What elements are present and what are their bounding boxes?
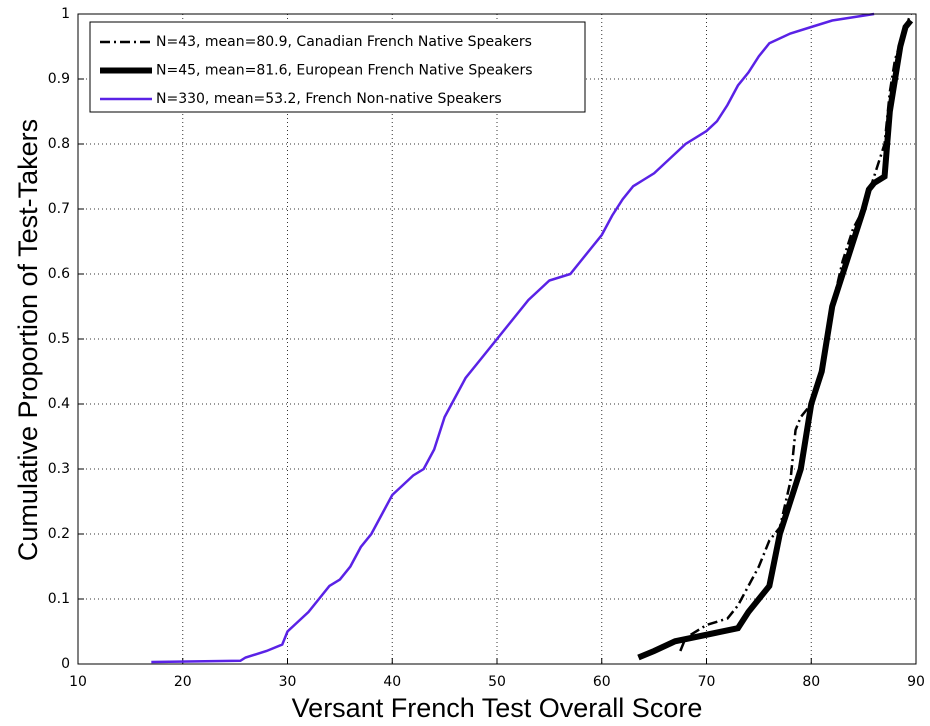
x-tick-label: 30: [279, 674, 297, 690]
y-tick-label: 0.1: [48, 591, 70, 607]
y-tick-label: 0: [61, 656, 70, 672]
x-tick-label: 60: [593, 674, 611, 690]
x-axis-label: Versant French Test Overall Score: [292, 693, 703, 723]
x-tick-label: 90: [907, 674, 925, 690]
y-tick-label: 0.9: [48, 71, 70, 87]
y-tick-label: 0.3: [48, 461, 70, 477]
y-tick-label: 0.7: [48, 201, 70, 217]
legend-label: N=45, mean=81.6, European French Native …: [156, 63, 533, 79]
y-tick-label: 0.8: [48, 136, 70, 152]
legend-label: N=43, mean=80.9, Canadian French Native …: [156, 34, 532, 50]
y-tick-label: 0.2: [48, 526, 70, 542]
x-tick-label: 10: [69, 674, 87, 690]
line: [637, 18, 914, 661]
legend-box: [89, 21, 586, 113]
y-tick-label: 0.6: [48, 266, 70, 282]
y-tick-label: 1: [61, 6, 70, 22]
y-axis-label: Cumulative Proportion of Test-Takers: [13, 119, 43, 561]
x-tick-label: 80: [802, 674, 820, 690]
x-tick-label: 40: [383, 674, 401, 690]
x-tick-label: 20: [174, 674, 192, 690]
line: [151, 12, 875, 664]
x-tick-label: 50: [488, 674, 506, 690]
y-tick-label: 0.5: [48, 331, 70, 347]
x-tick-label: 70: [698, 674, 716, 690]
plot-frame: [77, 13, 917, 665]
y-tick-label: 0.4: [48, 396, 70, 412]
legend-label: N=330, mean=53.2, French Non-native Spea…: [156, 91, 502, 107]
